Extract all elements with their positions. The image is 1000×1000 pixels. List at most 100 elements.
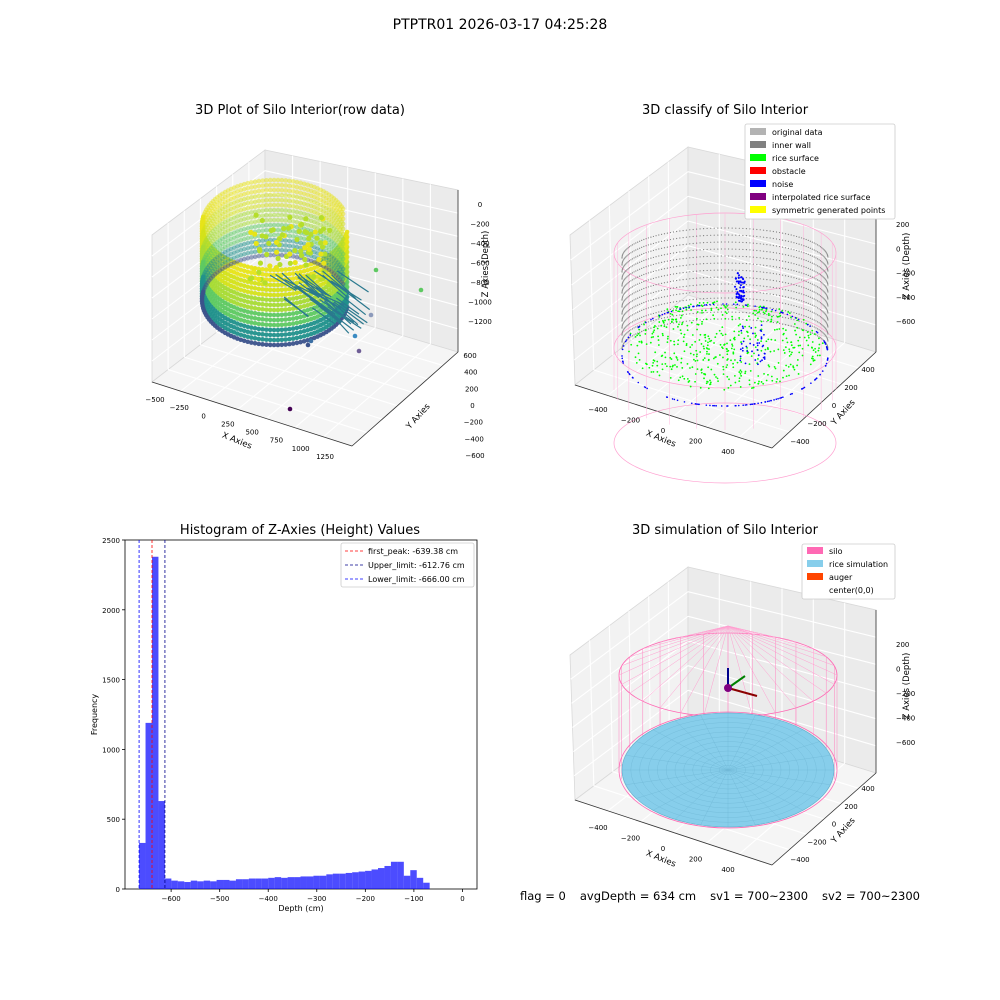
classify-wall-point	[639, 268, 641, 270]
classify-wall-point	[815, 278, 817, 280]
classify-wall-point	[628, 267, 631, 269]
raw-point	[238, 242, 244, 248]
classify-wall-point	[813, 284, 815, 286]
classify-wall-point	[756, 263, 758, 266]
classify-rice-point	[811, 355, 814, 358]
raw-point	[249, 190, 254, 195]
classify-rice-point	[724, 333, 727, 336]
classify-wall-point	[663, 275, 666, 277]
classify-wall-point	[621, 305, 623, 307]
raw-point	[241, 318, 247, 324]
raw-point	[260, 342, 265, 347]
raw-x-tick-label: 750	[270, 437, 283, 445]
classify-noise-point	[762, 344, 765, 347]
classify-wall-point	[727, 241, 730, 243]
classify-wall-point	[628, 253, 631, 255]
classify-wall-point	[655, 291, 657, 293]
classify-rice-point	[703, 357, 706, 359]
raw-point	[260, 253, 265, 258]
classify-rice-point	[811, 357, 813, 360]
classify-wall-point	[811, 262, 813, 264]
classify-wall-point	[685, 264, 688, 266]
classify-rice-point	[682, 340, 685, 343]
classify-wall-point	[826, 253, 828, 255]
classify-wall-point	[825, 322, 828, 324]
classify-rice-point	[679, 329, 682, 331]
classify-wall-point	[819, 260, 822, 262]
classify-wall-point	[825, 307, 827, 309]
raw-point	[245, 210, 251, 216]
raw-streak	[284, 278, 317, 297]
classify-wall-point	[827, 298, 829, 300]
sim-rice-mesh	[727, 769, 820, 799]
classify-wall-point	[800, 279, 803, 281]
classify-wall-point	[790, 304, 792, 306]
raw-point	[249, 335, 254, 340]
raw-point	[305, 302, 310, 308]
classify-wall-point	[685, 243, 688, 245]
sim-silo-roof-line	[621, 625, 729, 685]
classify-rice-point	[701, 309, 703, 312]
raw-gridline	[200, 344, 398, 407]
raw-point	[294, 300, 300, 306]
raw-point	[245, 185, 251, 191]
raw-point	[252, 320, 258, 326]
classify-wall-point	[699, 270, 701, 272]
classify-wall-point	[756, 235, 758, 238]
raw-point	[264, 337, 269, 342]
classify-wall-point	[702, 277, 705, 279]
raw-point	[275, 227, 281, 233]
raw-point	[271, 222, 277, 228]
classify-wall-point	[823, 333, 825, 335]
histogram-bar	[294, 877, 301, 889]
raw-point	[241, 251, 247, 257]
classify-rice-point	[638, 340, 641, 343]
classify-rice-point	[717, 380, 719, 383]
raw-point	[268, 222, 273, 228]
classify-wall-point	[679, 286, 681, 288]
classify-wall-point	[778, 294, 781, 297]
classify-wall-point	[717, 290, 719, 292]
raw-streak	[305, 274, 330, 297]
classify-rice-point	[792, 366, 795, 369]
classify-noise-point	[676, 399, 679, 402]
classify-rice-point	[744, 372, 747, 375]
classify-wall-point	[635, 291, 637, 293]
histogram-bar	[423, 882, 430, 889]
classify-wall-point	[641, 302, 643, 304]
classify-wall-point	[652, 256, 655, 259]
classify-wall-point	[720, 297, 723, 299]
classify-rice-point	[716, 300, 718, 303]
classify-wall-point	[622, 259, 625, 261]
classify-wall-point	[762, 229, 765, 231]
raw-point	[238, 227, 244, 233]
classify-rice-point	[702, 359, 705, 361]
classify-wall-point	[807, 302, 809, 304]
sim-rice-mesh	[727, 741, 820, 771]
histogram-y-tick-label: 1500	[102, 677, 120, 685]
histogram-y-tick-label: 2500	[102, 537, 120, 545]
classify-wall-point	[795, 263, 798, 266]
raw-point	[290, 244, 296, 249]
classify-wall-point	[827, 256, 829, 258]
classify-wall-point	[731, 234, 733, 236]
classify-wall-point	[803, 266, 805, 268]
classify-rice-point	[732, 366, 735, 369]
raw-point	[294, 179, 300, 185]
raw-point	[340, 256, 346, 262]
classify-rice-point	[689, 352, 692, 355]
classify-rice-point	[696, 359, 699, 362]
classify-rice-point	[799, 344, 802, 347]
raw-point	[298, 299, 303, 305]
raw-point	[267, 312, 273, 318]
classify-wall-point	[742, 234, 744, 237]
classify-rice-point	[677, 343, 679, 346]
histogram-bar	[384, 865, 391, 889]
raw-point	[241, 226, 247, 232]
classify-wall-point	[631, 265, 634, 267]
classify-rice-point	[738, 377, 741, 380]
classify-wall-point	[647, 321, 650, 323]
classify-rice-point	[637, 352, 640, 355]
raw-outlier-point	[368, 312, 374, 318]
classify-wall-point	[826, 289, 829, 291]
